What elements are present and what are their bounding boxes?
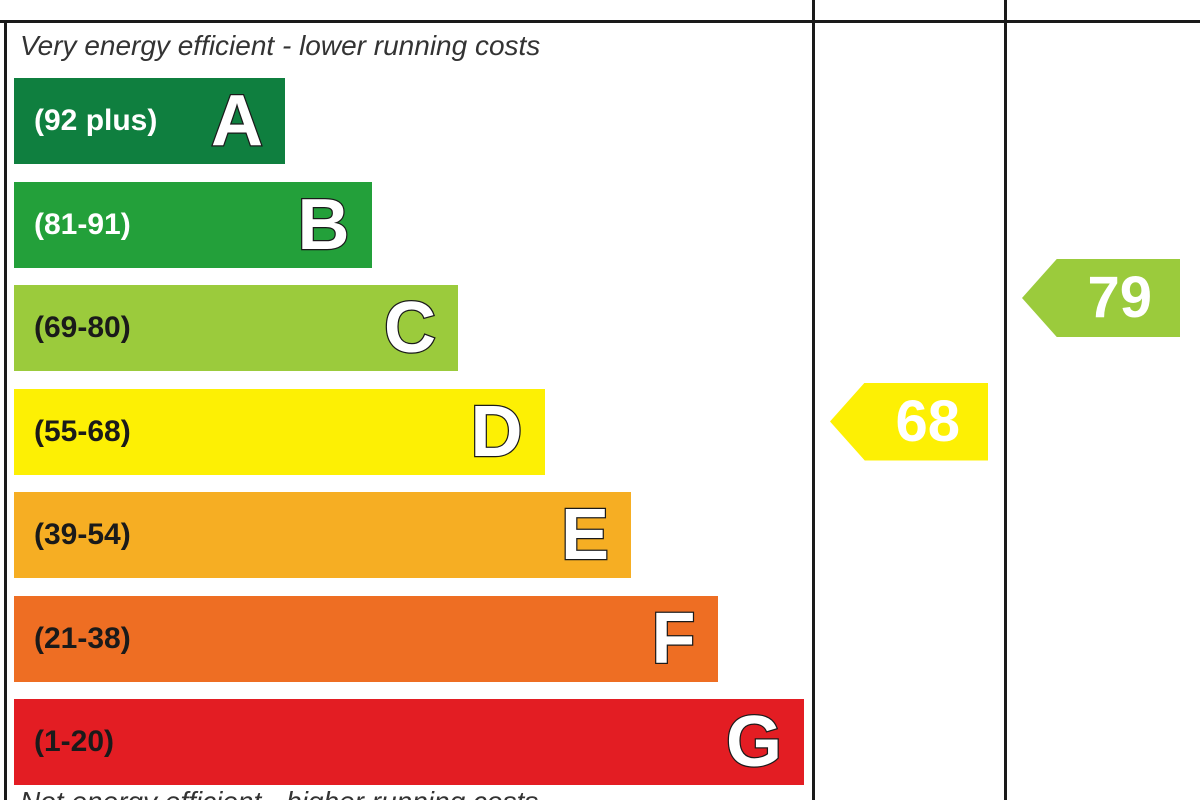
band-g: (1-20) G <box>14 699 804 785</box>
band-range-label: (39-54) <box>34 518 131 551</box>
band-e: (39-54) E <box>14 492 631 578</box>
band-a: (92 plus) A <box>14 78 285 164</box>
band-range-label: (21-38) <box>34 621 131 655</box>
band-range-label: (1-20) <box>34 725 115 758</box>
left-border <box>4 20 7 800</box>
band-d: (55-68) D <box>14 388 545 475</box>
band-range-label: (55-68) <box>34 414 131 448</box>
rating-value: 68 <box>895 388 960 454</box>
band-range-label: (92 plus) <box>34 104 158 137</box>
band-letter: A <box>210 81 265 161</box>
current-rating-arrow: 68 <box>830 382 988 461</box>
rating-value: 79 <box>1087 265 1152 330</box>
band-b: (81-91) B <box>14 181 372 268</box>
current-column-divider <box>812 0 815 800</box>
efficient-caption: Very energy efficient - lower running co… <box>20 30 541 61</box>
band-letter: E <box>560 495 611 575</box>
band-range-label: (69-80) <box>34 311 131 344</box>
band-c: (69-80) C <box>14 285 458 371</box>
band-letter: D <box>469 391 524 472</box>
band-letter: G <box>725 702 784 782</box>
band-f: (21-38) F <box>14 595 718 682</box>
top-border <box>0 20 1200 23</box>
potential-column-divider <box>1004 0 1007 800</box>
band-range-label: (81-91) <box>34 207 131 241</box>
band-letter: C <box>383 288 438 368</box>
band-letter: F <box>650 598 696 679</box>
potential-rating-arrow: 79 <box>1022 259 1180 337</box>
inefficient-caption: Not energy efficient - higher running co… <box>20 786 538 800</box>
band-letter: B <box>296 184 351 265</box>
